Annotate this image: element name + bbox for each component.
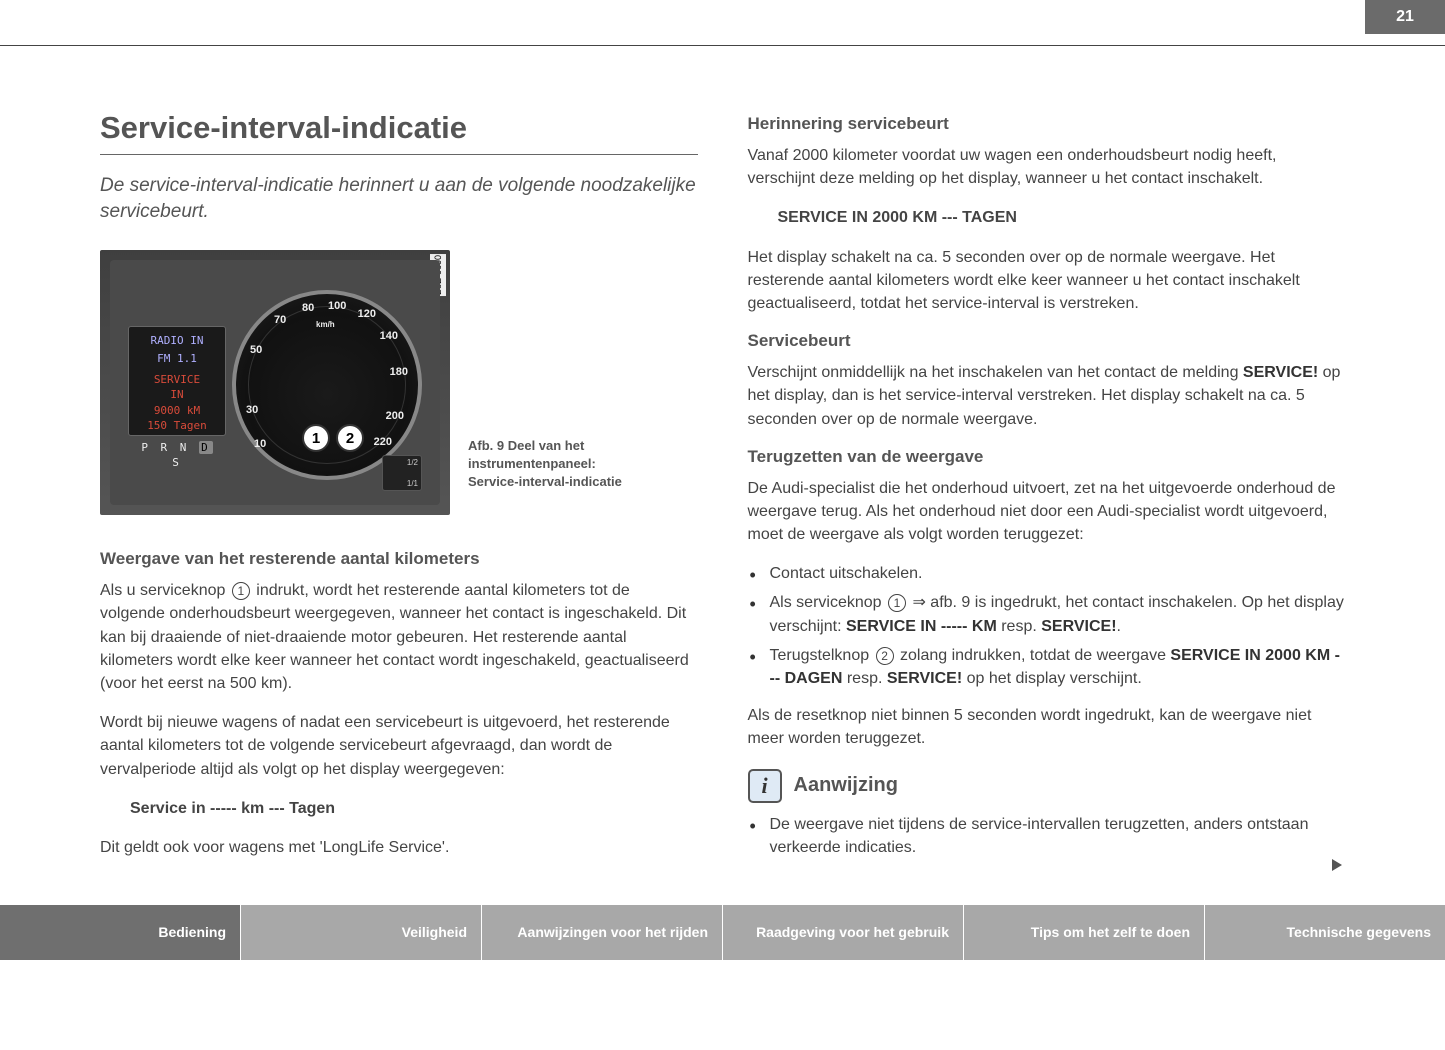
speedometer: 10 30 50 70 80 100 120 140 180 200 220 [232, 290, 422, 480]
section-heading: Weergave van het resterende aantal kilom… [100, 549, 698, 569]
text: . [1117, 618, 1121, 635]
content-columns: Service-interval-indicatie De service-in… [100, 110, 1345, 880]
bold-text: SERVICE! [1243, 364, 1318, 381]
radio-line: RADIO IN [133, 333, 221, 348]
figure-caption: Afb. 9 Deel van het instrumentenpaneel: … [468, 437, 638, 516]
reset-steps-list: Contact uitschakelen. Als serviceknop 1 … [748, 562, 1346, 690]
body-paragraph: Dit geldt ook voor wagens met 'LongLife … [100, 836, 698, 859]
speedo-num: 120 [358, 308, 376, 320]
section-heading: Servicebeurt [748, 331, 1346, 351]
speedo-num: 100 [328, 300, 346, 312]
top-rule [0, 45, 1445, 46]
text: zolang indrukken, totdat de weergave [896, 647, 1171, 664]
text: op het display verschijnt. [962, 670, 1142, 687]
speedo-num: 70 [274, 314, 286, 326]
speedo-num: 10 [254, 438, 266, 450]
radio-display: RADIO IN FM 1.1 SERVICE IN 9000 kM 150 T… [128, 326, 226, 436]
list-item: Contact uitschakelen. [748, 562, 1346, 585]
list-item: Terugstelknop 2 zolang indrukken, totdat… [748, 644, 1346, 690]
speedo-num: 180 [390, 366, 408, 378]
display-message: SERVICE IN 2000 KM --- TAGEN [778, 206, 1346, 229]
list-item: Als serviceknop 1 ⇒ afb. 9 is ingedrukt,… [748, 591, 1346, 637]
right-column: Herinnering servicebeurt Vanaf 2000 kilo… [748, 110, 1346, 880]
radio-line: IN [133, 387, 221, 402]
body-paragraph: Het display schakelt na ca. 5 seconden o… [748, 246, 1346, 316]
hint-header: i Aanwijzing [748, 769, 1346, 803]
text: Als serviceknop [770, 594, 887, 611]
gear-indicator: P R N D S [133, 440, 221, 471]
callout-1-icon: 1 [888, 594, 906, 612]
display-message: Service in ----- km --- Tagen [130, 797, 698, 820]
instrument-panel-figure: B8E-0600 RADIO IN FM 1.1 SERVICE IN 9000… [100, 250, 450, 515]
speedo-num: 220 [374, 436, 392, 448]
bold-text: SERVICE! [887, 670, 962, 687]
bold-text: SERVICE! [1041, 618, 1116, 635]
callout-1-icon: 1 [232, 582, 250, 600]
body-paragraph: Als de resetknop niet binnen 5 seconden … [748, 704, 1346, 750]
speedo-unit: km/h [316, 320, 335, 329]
manual-page: 21 Service-interval-indicatie De service… [0, 0, 1445, 1050]
callout-2-icon: 2 [876, 647, 894, 665]
nav-veiligheid[interactable]: Veiligheid [241, 905, 482, 960]
body-paragraph: Wordt bij nieuwe wagens of nadat een ser… [100, 711, 698, 781]
hint-list: De weergave niet tijdens de service-inte… [748, 813, 1346, 859]
page-number: 21 [1365, 0, 1445, 34]
info-icon: i [748, 769, 782, 803]
list-item: De weergave niet tijdens de service-inte… [748, 813, 1346, 859]
speedo-num: 50 [250, 344, 262, 356]
speedo-num: 80 [302, 302, 314, 314]
page-title: Service-interval-indicatie [100, 110, 698, 155]
nav-aanwijzingen[interactable]: Aanwijzingen voor het rijden [482, 905, 723, 960]
fuel-gauge [382, 455, 422, 491]
page-subtitle: De service-interval-indicatie herinnert … [100, 173, 698, 224]
text: Als u serviceknop [100, 582, 230, 599]
section-heading: Herinnering servicebeurt [748, 114, 1346, 134]
body-paragraph: Vanaf 2000 kilometer voordat uw wagen ee… [748, 144, 1346, 190]
text: Verschijnt onmiddellijk na het inschakel… [748, 364, 1243, 381]
dashboard-illustration: RADIO IN FM 1.1 SERVICE IN 9000 kM 150 T… [110, 260, 440, 505]
text: Terugstelknop [770, 647, 874, 664]
speedo-numbers: 10 30 50 70 80 100 120 140 180 200 220 [236, 294, 418, 476]
text: resp. [842, 670, 886, 687]
continue-arrow-icon [1329, 857, 1345, 878]
speedo-num: 140 [380, 330, 398, 342]
speedo-num: 30 [246, 404, 258, 416]
speedo-num: 200 [386, 410, 404, 422]
nav-technische[interactable]: Technische gegevens [1205, 905, 1445, 960]
hint-title: Aanwijzing [794, 774, 898, 797]
text: resp. [997, 618, 1041, 635]
bottom-nav: Bediening Veiligheid Aanwijzingen voor h… [0, 905, 1445, 960]
section-heading: Terugzetten van de weergave [748, 447, 1346, 467]
body-paragraph: Verschijnt onmiddellijk na het inschakel… [748, 361, 1346, 431]
body-paragraph: De Audi-specialist die het onderhoud uit… [748, 477, 1346, 547]
radio-line: SERVICE [133, 372, 221, 387]
radio-line: 9000 kM [133, 403, 221, 418]
nav-tips[interactable]: Tips om het zelf te doen [964, 905, 1205, 960]
bold-text: SERVICE IN ----- KM [846, 618, 997, 635]
nav-bediening[interactable]: Bediening [0, 905, 241, 960]
radio-line: 150 Tagen [133, 418, 221, 433]
body-paragraph: Als u serviceknop 1 indrukt, wordt het r… [100, 579, 698, 695]
left-column: Service-interval-indicatie De service-in… [100, 110, 698, 880]
radio-line: FM 1.1 [133, 351, 221, 366]
nav-raadgeving[interactable]: Raadgeving voor het gebruik [723, 905, 964, 960]
figure-row: B8E-0600 RADIO IN FM 1.1 SERVICE IN 9000… [100, 250, 698, 515]
